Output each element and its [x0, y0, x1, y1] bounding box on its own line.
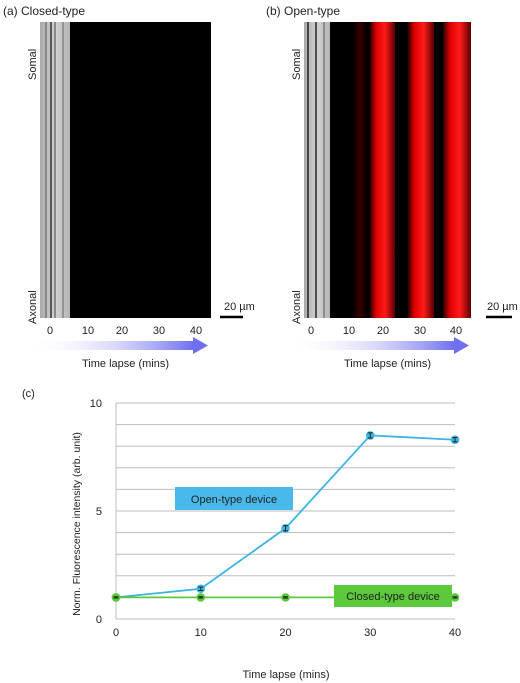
red-band-20min: [370, 22, 395, 318]
panel-a-time-arrow: [28, 341, 194, 350]
red-band-40min: [443, 22, 471, 318]
panel-a-axonal-label: Axonal: [27, 290, 39, 324]
panel-a-title: Closed-type: [21, 4, 85, 18]
chart-xlabel: Time lapse (mins): [243, 669, 330, 681]
panel-b-tick: 10: [343, 325, 355, 337]
panel-b-title: Open-type: [284, 4, 340, 18]
panel-a-scale-label: 20 µm: [224, 301, 255, 313]
panel-b-arrowhead: [454, 337, 469, 354]
panel-a-tick: 40: [190, 325, 202, 337]
chart-axes: 0 5 10 0 10 20 30 40: [90, 398, 461, 639]
series-line: [115, 434, 456, 599]
y-tick-label: 10: [90, 398, 102, 410]
panel-b-label: (b): [266, 4, 281, 18]
panel-c: (c) Norm. Fluorescence intensity (arb. u…: [22, 388, 461, 681]
panel-a-tick: 0: [47, 325, 53, 337]
panel-a-arrowhead: [193, 337, 208, 354]
x-tick-label: 0: [113, 627, 119, 639]
panel-a-xlabel: Time lapse (mins): [82, 358, 169, 370]
x-tick-label: 40: [449, 627, 461, 639]
y-tick-label: 0: [96, 614, 102, 626]
panel-b-tick: 40: [450, 325, 462, 337]
panel-b: (b) Open-type Somal Axonal 20 µm 0 10 20…: [266, 4, 518, 370]
legend-open-type: [175, 487, 293, 510]
legend-open-type-label: Open-type device: [191, 494, 277, 506]
panel-a-label: (a): [3, 4, 18, 18]
panel-a-somal-label: Somal: [27, 49, 39, 80]
panel-c-label: (c): [22, 388, 35, 400]
panel-b-somal-label: Somal: [291, 49, 303, 80]
panel-b-axonal-label: Axonal: [291, 290, 303, 324]
x-tick-label: 10: [195, 627, 207, 639]
panel-a: (a) Closed-type Somal Axonal 20 µm 0 10 …: [3, 4, 255, 370]
panel-b-tick: 0: [308, 325, 314, 337]
panel-b-tick: 30: [414, 325, 426, 337]
red-band-30min: [408, 22, 434, 318]
panel-b-tick: 20: [377, 325, 389, 337]
chart-ylabel: Norm. Fluorescence intensity (arb. unit): [71, 432, 83, 616]
panel-b-scale-label: 20 µm: [487, 301, 518, 313]
panel-b-time-arrow: [290, 341, 455, 350]
panel-a-tick: 30: [153, 325, 165, 337]
legend-closed-type: [334, 585, 452, 607]
panel-a-tick: 10: [82, 325, 94, 337]
x-tick-label: 30: [364, 627, 376, 639]
legend-closed-type-label: Closed-type device: [346, 591, 440, 603]
y-tick-label: 5: [96, 506, 102, 518]
panel-a-tick: 20: [116, 325, 128, 337]
red-band-10min: [352, 22, 368, 318]
panel-b-xlabel: Time lapse (mins): [344, 358, 431, 370]
panel-a-fluorescence-image: [70, 22, 211, 318]
x-tick-label: 20: [279, 627, 291, 639]
